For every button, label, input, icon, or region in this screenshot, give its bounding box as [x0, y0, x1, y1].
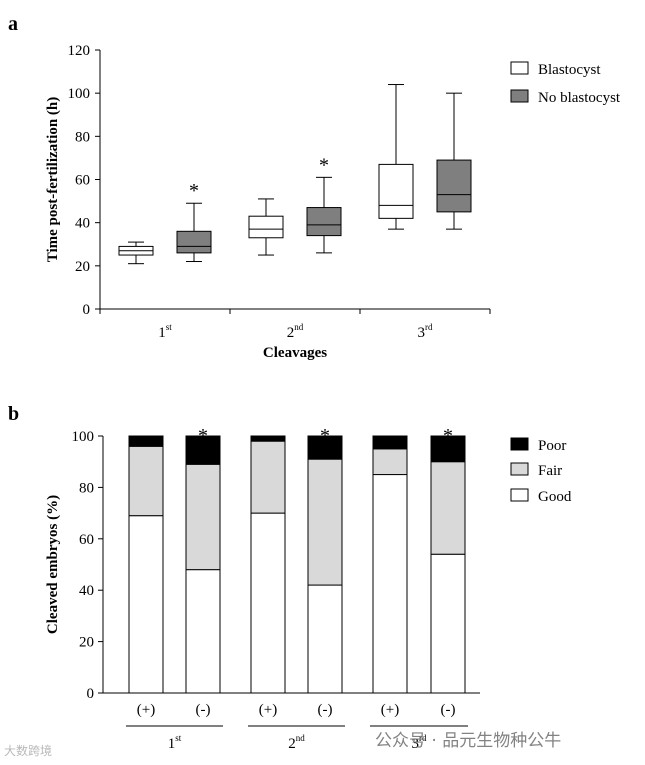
- legend-swatch: [510, 462, 529, 476]
- bar-segment-fair: [185, 463, 221, 571]
- legend-swatch: [510, 61, 529, 75]
- y-tick-label: 60: [79, 532, 94, 548]
- bar-segment-poor: [185, 435, 221, 465]
- y-tick-label: 0: [87, 686, 95, 702]
- significance-marker: *: [443, 425, 453, 447]
- bar-segment-fair: [250, 440, 286, 514]
- bar-segment-poor: [430, 435, 466, 463]
- significance-marker: *: [189, 180, 199, 202]
- bar-segment-fair: [307, 458, 343, 586]
- y-tick-label: 20: [79, 635, 94, 651]
- stacked-bar-chart: 0 20 40 60 80 100 Cleaved embryos (%) (+) * (-) (+…: [45, 425, 572, 752]
- legend-label: Fair: [538, 463, 562, 479]
- bar-segment-good: [372, 474, 408, 694]
- legend-label: No blastocyst: [538, 90, 621, 106]
- box-iqr: [306, 207, 342, 237]
- legend-swatch: [510, 437, 529, 451]
- bar-label: (+): [381, 702, 399, 718]
- watermark-corner-text: 大数跨境: [4, 744, 53, 758]
- significance-marker: *: [319, 154, 329, 176]
- y-tick-label: 20: [75, 259, 90, 275]
- legend-label: Poor: [538, 438, 566, 454]
- y-tick-label: 40: [79, 583, 94, 599]
- bar-segment-fair: [430, 461, 466, 555]
- x-category-label: 3rd: [418, 322, 433, 341]
- box-plot-chart: 0 20 40 60 80 100 120 1st 2nd 3rd Cleavages Time po…: [45, 43, 621, 361]
- x-category-label: 1st: [158, 322, 172, 341]
- bar-segment-poor: [250, 435, 286, 442]
- bar-label: (+): [259, 702, 277, 718]
- bar-segment-good: [430, 553, 466, 694]
- bar-segment-poor: [128, 435, 164, 447]
- bar-segment-good: [250, 512, 286, 694]
- group-label: 1st: [168, 733, 182, 752]
- y-tick-label: 0: [83, 302, 91, 318]
- bar-label: (-): [318, 702, 333, 718]
- y-tick-label: 80: [79, 480, 94, 496]
- y-axis-title: Time post-fertilization (h): [45, 97, 61, 263]
- legend-label: Good: [538, 489, 572, 505]
- panel-a-label: a: [8, 13, 18, 35]
- bar-label: (-): [196, 702, 211, 718]
- bar-segment-poor: [372, 435, 408, 450]
- legend-swatch: [510, 488, 529, 502]
- bar-segment-fair: [128, 445, 164, 517]
- y-tick-label: 40: [75, 216, 90, 232]
- bar-label: (+): [137, 702, 155, 718]
- box-iqr: [176, 230, 212, 254]
- y-axis-title: Cleaved embryos (%): [45, 495, 61, 634]
- legend-swatch: [510, 89, 529, 103]
- y-tick-label: 80: [75, 129, 90, 145]
- significance-marker: *: [198, 425, 208, 447]
- panel-b-label: b: [8, 403, 19, 425]
- bar-segment-good: [128, 515, 164, 694]
- watermark-text: 公众号 · 品元生物种公牛: [375, 731, 562, 751]
- group-label: 2nd: [288, 733, 305, 752]
- legend-label: Blastocyst: [538, 62, 601, 78]
- box-iqr: [378, 163, 414, 219]
- group-label: 3rd: [412, 733, 427, 752]
- significance-marker: *: [320, 425, 330, 447]
- y-tick-label: 120: [68, 43, 91, 59]
- bar-segment-fair: [372, 448, 408, 476]
- box-iqr: [436, 159, 472, 213]
- x-category-label: 2nd: [287, 322, 304, 341]
- bar-segment-good: [307, 584, 343, 694]
- y-tick-label: 100: [68, 86, 91, 102]
- y-tick-label: 100: [72, 429, 95, 445]
- bar-label: (-): [441, 702, 456, 718]
- box-iqr: [248, 215, 284, 239]
- bar-segment-good: [185, 569, 221, 694]
- bar-segment-poor: [307, 435, 343, 460]
- y-tick-label: 60: [75, 173, 90, 189]
- x-axis-title: Cleavages: [263, 345, 327, 361]
